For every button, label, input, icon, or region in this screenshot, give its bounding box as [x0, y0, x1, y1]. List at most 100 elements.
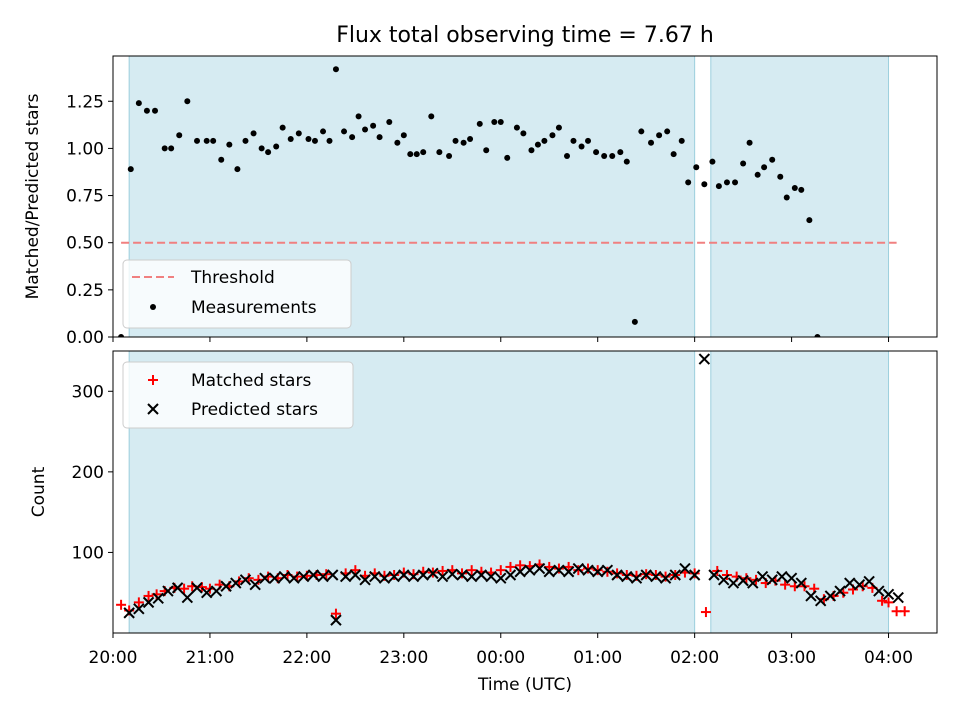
predicted-x-b	[853, 578, 866, 591]
x-tick-label: 20:00	[89, 648, 138, 668]
measurement-point	[355, 113, 362, 120]
y-tick-label: 300	[72, 382, 104, 402]
measurement-point	[287, 135, 294, 142]
measurement-point	[593, 149, 600, 156]
predicted-star-point	[349, 569, 362, 581]
legend: Threshold Measurements	[122, 259, 352, 329]
predicted-star-point	[514, 566, 526, 578]
predicted-x-b	[485, 570, 497, 583]
measurement-point	[631, 318, 638, 325]
predicted-star-point	[737, 574, 749, 587]
predicted-star-point	[181, 591, 194, 604]
predicted-star-point	[562, 566, 575, 578]
matched-star-point	[563, 561, 574, 572]
measurement-point	[295, 130, 302, 137]
measurement-point	[732, 179, 739, 186]
predicted-star-point	[288, 572, 300, 584]
measurement-point	[740, 160, 747, 167]
legend-box	[122, 361, 354, 429]
predicted-x-b	[142, 596, 155, 609]
x-tick-label: 03:00	[767, 648, 816, 668]
predicted-star-point	[698, 353, 711, 365]
predicted-star-point	[369, 570, 381, 583]
measurement-point	[467, 135, 474, 142]
measurement-point	[420, 149, 427, 156]
matched-star-point	[243, 573, 254, 584]
predicted-x-b	[330, 614, 342, 626]
count-panel: 100 200 300 Count 20:00 21:00 22:00 23:00 00:00 0…	[29, 350, 938, 668]
predicted-x-b	[369, 570, 381, 583]
matched-star-point	[660, 571, 671, 582]
predicted-star-point	[853, 578, 866, 591]
x-tick-label: 01:00	[573, 648, 622, 668]
measurement-point	[664, 128, 671, 135]
measurement-point	[258, 145, 265, 152]
predicted-star-point	[465, 570, 478, 583]
predicted-star-point	[524, 564, 536, 576]
predicted-x-b	[747, 577, 759, 589]
predicted-x-b	[475, 569, 488, 581]
measurement-point	[460, 139, 467, 146]
matched-star-point	[437, 565, 448, 576]
predicted-x-b	[339, 570, 352, 583]
predicted-x-b	[533, 562, 546, 575]
matched-star-point	[592, 565, 603, 576]
y-tick-label: 0.50	[66, 234, 104, 254]
predicted-star-point	[718, 574, 730, 586]
predicted-x-b	[543, 566, 555, 578]
measurement-point	[143, 107, 150, 114]
predicted-star-point	[398, 569, 410, 581]
predicted-star-point	[708, 569, 720, 581]
matched-star-point	[389, 569, 400, 580]
matched-star-point	[544, 561, 555, 572]
predicted-star-point	[239, 574, 252, 586]
predicted-x-b	[495, 572, 507, 584]
measurement-point	[549, 132, 556, 139]
predicted-star-point	[495, 572, 507, 584]
predicted-x-b	[181, 591, 194, 604]
matched-star-point	[602, 566, 613, 577]
measurement-point	[685, 179, 692, 186]
predicted-x-b	[446, 568, 459, 580]
predicted-x-b	[553, 564, 565, 576]
predicted-x-b	[398, 569, 410, 581]
predicted-star-point	[776, 570, 788, 583]
measurement-point	[534, 141, 541, 148]
predicted-x-b	[514, 566, 526, 578]
measurement-point	[203, 137, 210, 144]
measurement-point	[118, 334, 125, 337]
predicted-star-point	[407, 570, 420, 583]
matched-star-point	[292, 571, 303, 582]
predicted-star-point	[210, 585, 223, 597]
matched-star-point	[505, 561, 516, 572]
measurement-point	[194, 137, 201, 144]
predicted-star-point	[162, 585, 174, 597]
matched-star-point	[612, 568, 623, 579]
measurement-point	[806, 217, 813, 224]
predicted-x-b	[504, 569, 517, 581]
measurement-point	[709, 158, 716, 165]
measurement-point	[491, 119, 498, 126]
measurement-point	[769, 156, 776, 163]
predicted-star-point	[133, 603, 145, 615]
y-tick-label: 1.25	[66, 92, 104, 112]
predicted-x-b	[640, 569, 652, 581]
predicted-star-point	[485, 570, 497, 583]
predicted-star-point	[317, 570, 329, 583]
measurement-point	[311, 137, 318, 144]
predicted-x-b	[785, 572, 798, 584]
measurement-point	[777, 173, 784, 180]
predicted-x-b	[317, 570, 329, 583]
measurement-point	[476, 120, 483, 127]
matched-star-point	[466, 565, 477, 576]
matched-star-point	[857, 581, 868, 592]
predicted-star-point	[659, 572, 672, 584]
y-axis-label: Count	[29, 466, 49, 517]
predicted-x-b	[814, 595, 827, 607]
measurement-point	[670, 151, 677, 158]
predicted-star-point	[688, 569, 701, 581]
predicted-x-b	[582, 564, 594, 576]
measurement-point	[446, 152, 453, 159]
y-tick-label: 1.00	[66, 139, 104, 159]
predicted-star-point	[171, 582, 184, 594]
